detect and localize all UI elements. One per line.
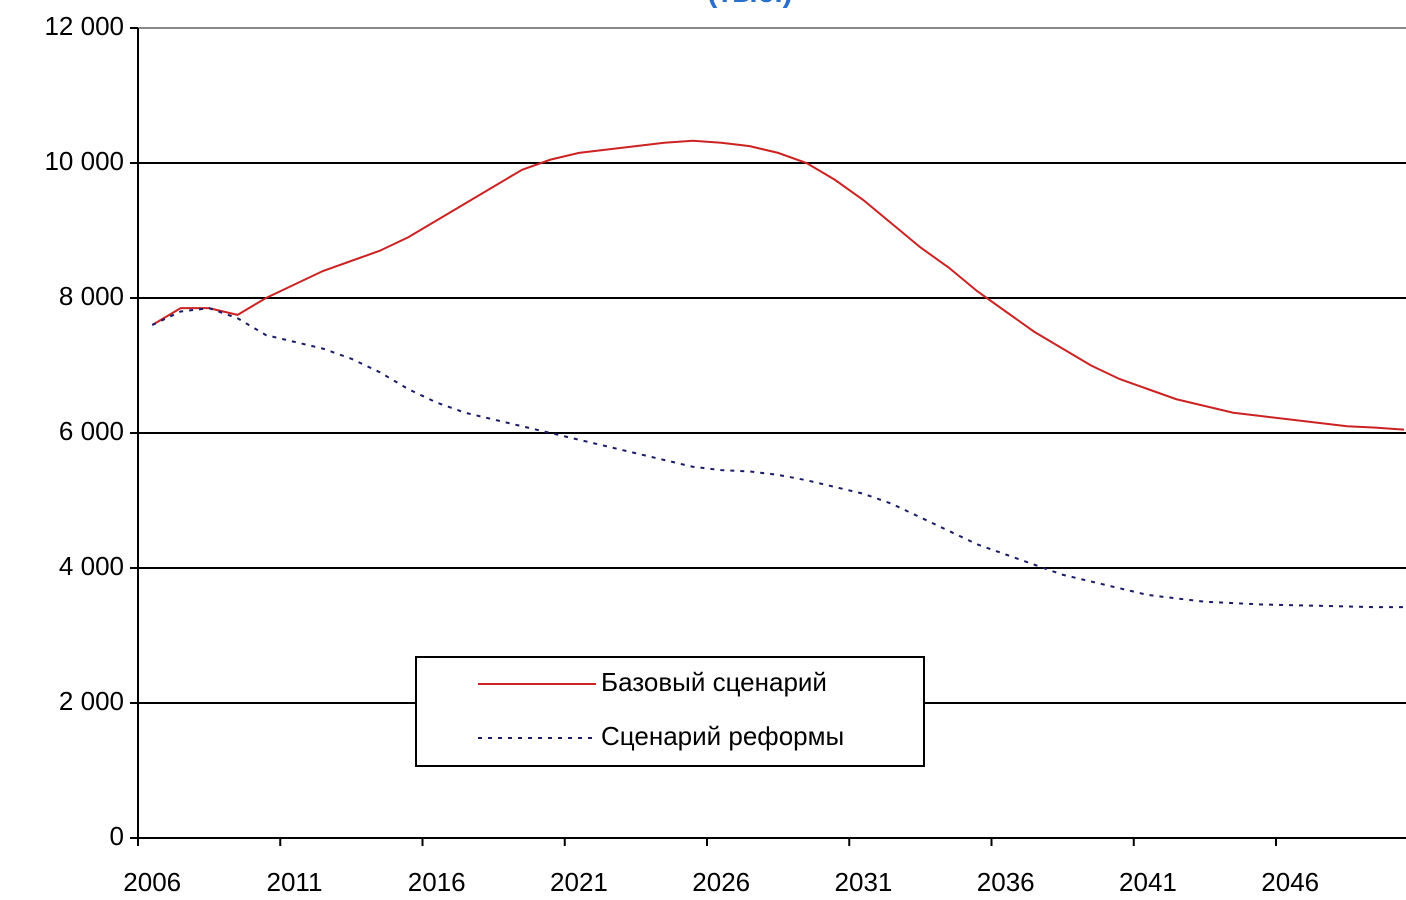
x-tick-label: 2016 [408, 867, 466, 897]
y-tick-label: 4 000 [59, 551, 124, 581]
y-tick-label: 10 000 [44, 146, 124, 176]
x-tick-label: 2011 [267, 867, 323, 897]
chart-title: (тыс.) [707, 0, 792, 9]
series-line [151, 139, 1405, 431]
x-tick-label: 2041 [1119, 867, 1177, 897]
y-tick-label: 12 000 [44, 11, 124, 41]
x-tick-label: 2031 [835, 867, 893, 897]
x-tick-label: 2021 [550, 867, 608, 897]
series-line [151, 307, 1405, 609]
y-tick-label: 8 000 [59, 281, 124, 311]
legend-label: Базовый сценарий [601, 667, 827, 697]
x-tick-label: 2006 [123, 867, 181, 897]
legend-box [415, 656, 925, 767]
legend-label: Сценарий реформы [601, 721, 844, 751]
y-tick-label: 6 000 [59, 416, 124, 446]
y-tick-label: 2 000 [59, 686, 124, 716]
x-tick-label: 2026 [692, 867, 750, 897]
x-tick-label: 2046 [1261, 867, 1319, 897]
y-tick-label: 0 [110, 821, 124, 851]
x-tick-label: 2036 [977, 867, 1035, 897]
